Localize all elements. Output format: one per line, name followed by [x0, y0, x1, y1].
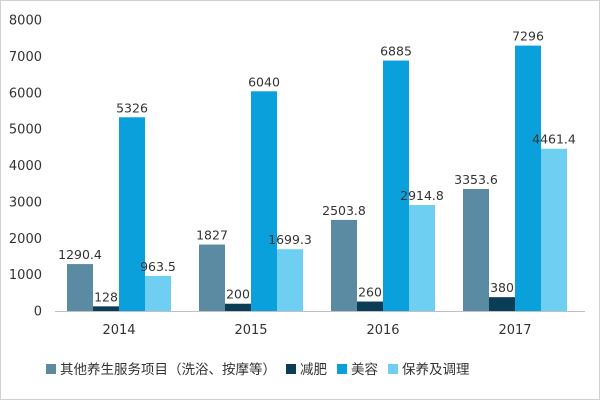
x-tick-label: 2014	[102, 323, 135, 338]
y-tick-label: 6000	[9, 86, 42, 101]
legend-label: 保养及调理	[402, 362, 470, 378]
legend-label: 减肥	[300, 362, 327, 378]
bar-2014-series-4	[145, 275, 171, 311]
legend-swatch	[46, 364, 56, 374]
bar-2016-series-4	[409, 204, 435, 311]
bar-2014-series-2	[93, 306, 119, 311]
legend: 其他养生服务项目（洗浴、按摩等） 减肥 美容 保养及调理	[46, 361, 470, 378]
x-tick-label: 2017	[498, 323, 531, 338]
data-label: 260	[358, 285, 382, 300]
bar-2016-series-3	[383, 60, 409, 312]
data-label: 6885	[380, 44, 412, 59]
data-label: 6040	[248, 74, 280, 89]
data-label: 5326	[116, 100, 148, 115]
data-label: 3353.6	[454, 172, 498, 187]
data-label: 1827	[196, 228, 228, 243]
bar-2015-series-2	[225, 303, 251, 311]
data-labels-layer: 1290.4 128 5326 963.5 1827 200 6040 1699.3 2503.…	[58, 29, 576, 305]
bar-2015-series-4	[277, 249, 303, 311]
data-label: 963.5	[140, 259, 176, 274]
bar-2017-series-1	[463, 189, 489, 311]
bar-2017-series-4	[541, 148, 567, 311]
legend-swatch	[337, 364, 347, 374]
data-label: 2503.8	[322, 203, 366, 218]
bar-2014-series-3	[119, 117, 145, 311]
y-tick-label: 1000	[9, 268, 42, 283]
legend-label: 美容	[351, 361, 378, 378]
data-label: 200	[226, 287, 250, 302]
bars-layer	[67, 45, 567, 312]
legend-label: 其他养生服务项目（洗浴、按摩等）	[60, 361, 276, 378]
bar-2017-series-2	[489, 297, 515, 311]
bar-2016-series-1	[331, 219, 357, 311]
y-tick-label: 7000	[9, 50, 42, 65]
data-label: 1290.4	[58, 247, 102, 262]
data-label: 7296	[512, 29, 544, 44]
y-tick-label: 5000	[9, 123, 42, 138]
y-tick-label: 2000	[9, 232, 42, 247]
y-tick-label: 8000	[9, 14, 42, 29]
y-tick-label: 0	[34, 305, 42, 320]
legend-swatch	[388, 364, 398, 374]
legend-swatch	[286, 364, 296, 374]
x-tick-label: 2015	[234, 323, 267, 338]
bar-2015-series-1	[199, 244, 225, 311]
x-axis: 2014 2015 2016 2017	[102, 323, 531, 338]
y-tick-label: 3000	[9, 195, 42, 210]
y-tick-label: 4000	[9, 159, 42, 174]
x-tick-label: 2016	[366, 323, 399, 338]
bar-2015-series-3	[251, 91, 277, 311]
bar-2014-series-1	[67, 264, 93, 311]
data-label: 1699.3	[268, 232, 312, 247]
data-label: 2914.8	[400, 188, 444, 203]
data-label: 4461.4	[532, 132, 576, 147]
bar-2017-series-3	[515, 45, 541, 311]
data-label: 380	[490, 280, 514, 295]
bar-2016-series-2	[357, 301, 383, 311]
y-axis: 0 1000 2000 3000 4000 5000 6000 7000 8000	[9, 14, 42, 320]
data-label: 128	[94, 289, 118, 304]
